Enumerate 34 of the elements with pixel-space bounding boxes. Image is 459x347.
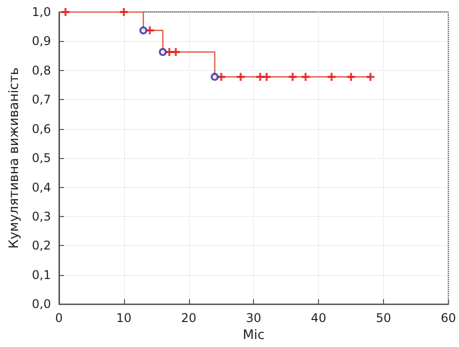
x-tick-label: 0 [55, 311, 63, 326]
y-tick-label: 0,9 [32, 34, 51, 48]
y-tick-label: 0,6 [32, 122, 51, 136]
y-tick-label: 0,1 [32, 268, 51, 282]
point [210, 72, 219, 81]
point [139, 26, 148, 34]
y-tick-label: 1,0 [32, 5, 51, 19]
point [172, 48, 180, 56]
x-tick-label: 60 [440, 311, 456, 326]
point [288, 72, 297, 81]
y-tick-label: 0,2 [32, 238, 51, 253]
point [120, 8, 128, 16]
point [328, 72, 336, 81]
x-tick-label: 20 [181, 311, 196, 326]
x-tick-label: 10 [116, 311, 132, 326]
point [146, 26, 154, 34]
x-tick-label: 30 [246, 311, 262, 326]
y-axis-title: Кумулятивна виживаність [7, 67, 22, 249]
x-tick-label: 50 [376, 311, 392, 326]
point [61, 8, 70, 16]
x-axis-title: Міс [242, 328, 265, 343]
point [366, 72, 374, 81]
y-tick-label: 0,3 [32, 209, 51, 224]
point [347, 72, 356, 81]
point [236, 72, 245, 81]
y-tick-label: 0,7 [32, 92, 51, 107]
y-tick-label: 0,0 [32, 297, 51, 312]
point [158, 48, 167, 56]
point [262, 72, 271, 81]
y-tick-label: 0,5 [32, 151, 51, 166]
x-tick-label: 40 [310, 311, 326, 326]
y-tick-label: 0,4 [32, 180, 51, 194]
y-tick-label: 0,8 [32, 63, 51, 78]
point [302, 72, 310, 81]
